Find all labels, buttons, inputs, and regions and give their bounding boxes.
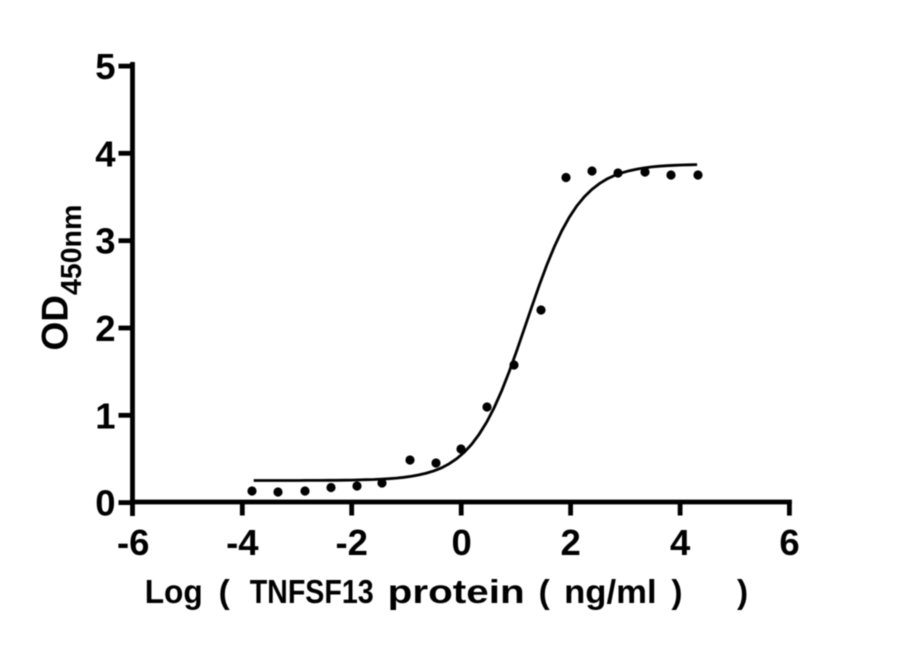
svg-text:1: 1 xyxy=(95,395,115,436)
svg-text:-4: -4 xyxy=(226,522,259,563)
svg-text:4: 4 xyxy=(670,522,691,563)
svg-text:2: 2 xyxy=(560,522,580,563)
svg-text:0: 0 xyxy=(95,483,115,524)
svg-text:6: 6 xyxy=(779,522,799,563)
svg-text:-2: -2 xyxy=(335,522,367,563)
svg-text:0: 0 xyxy=(451,522,471,563)
svg-text:-6: -6 xyxy=(117,522,149,563)
svg-text:OD450nm: OD450nm xyxy=(34,205,88,351)
svg-text:3: 3 xyxy=(95,221,115,262)
svg-text:2: 2 xyxy=(95,308,115,349)
svg-text:4: 4 xyxy=(95,133,116,174)
svg-text:5: 5 xyxy=(95,46,115,87)
